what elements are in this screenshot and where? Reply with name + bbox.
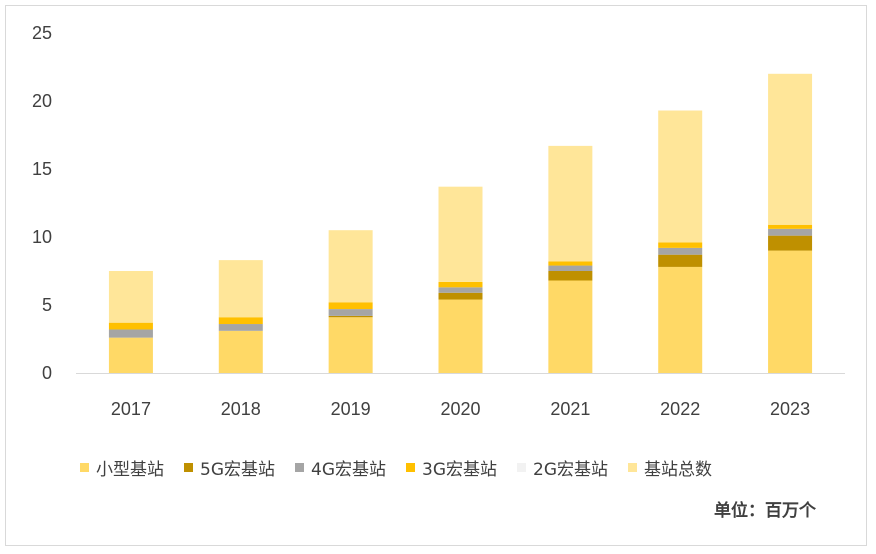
- bar-segment: [328, 317, 373, 373]
- bar-segment: [658, 254, 703, 267]
- bar-segment: [108, 271, 153, 323]
- bar-segment: [438, 299, 483, 373]
- y-tick-label: 20: [32, 91, 52, 111]
- bar-segment: [108, 322, 153, 330]
- x-tick-label: 2023: [770, 399, 810, 419]
- legend-item: 4G宏基站: [295, 455, 386, 480]
- legend-label: 3G宏基站: [422, 459, 497, 480]
- legend-swatch: [628, 462, 637, 472]
- legend-item: 小型基站: [80, 455, 164, 480]
- x-tick-label: 2018: [221, 399, 261, 419]
- bar-segment: [768, 235, 813, 251]
- legend-label: 4G宏基站: [311, 459, 386, 480]
- y-tick-label: 0: [42, 363, 52, 383]
- legend-item: 基站总数: [628, 455, 712, 480]
- legend-item: 2G宏基站: [517, 455, 608, 480]
- x-tick-label: 2021: [550, 399, 590, 419]
- x-axis-ticks: 2017 2018 2019 2020 2021 2022 2023: [111, 399, 810, 419]
- x-tick-label: 2017: [111, 399, 151, 419]
- bar-segment: [438, 281, 483, 288]
- legend-label: 基站总数: [644, 459, 712, 480]
- bar-segment: [658, 266, 703, 373]
- legend-swatch: [80, 462, 89, 472]
- bar-stacks: [108, 73, 813, 373]
- bar-segment: [218, 317, 263, 325]
- bar-segment: [218, 324, 263, 331]
- bar-segment: [108, 329, 153, 338]
- bar-segment: [328, 315, 373, 318]
- unit-label: 单位：百万个: [714, 501, 816, 521]
- legend-label: 2G宏基站: [533, 459, 608, 480]
- legend-item: 3G宏基站: [406, 455, 497, 480]
- bar-segment: [438, 292, 483, 300]
- bar-segment: [658, 110, 703, 243]
- x-tick-label: 2020: [440, 399, 480, 419]
- bar-segment: [658, 247, 703, 255]
- legend: 小型基站 5G宏基站 4G宏基站 3G宏基站 2G宏基站 基站总数: [80, 454, 840, 480]
- bar-segment: [548, 265, 593, 271]
- y-axis-ticks: 0 5 10 15 20 25: [32, 23, 52, 383]
- bar-segment: [328, 230, 373, 303]
- bar-segment: [658, 242, 703, 248]
- y-tick-label: 15: [32, 159, 52, 179]
- bar-segment: [438, 186, 483, 282]
- bar-segment: [108, 337, 153, 373]
- bar-segment: [328, 309, 373, 316]
- y-tick-label: 25: [32, 23, 52, 43]
- bar-segment: [548, 280, 593, 373]
- bar-segment: [768, 73, 813, 225]
- stacked-bar-chart: 0 5 10 15 20 25 2017 2018 2019 2020 2021 2022 2023: [32, 23, 845, 419]
- legend-swatch: [184, 462, 193, 472]
- bar-segment: [328, 302, 373, 310]
- bar-segment: [548, 271, 593, 281]
- legend-item: 5G宏基站: [184, 455, 275, 480]
- bar-segment: [768, 250, 813, 373]
- bar-segment: [438, 287, 483, 293]
- bar-segment: [218, 330, 263, 373]
- legend-swatch: [517, 462, 526, 472]
- y-tick-label: 5: [42, 295, 52, 315]
- legend-swatch: [406, 462, 415, 472]
- bar-segment: [768, 224, 813, 229]
- x-tick-label: 2022: [660, 399, 700, 419]
- bar-segment: [218, 260, 263, 318]
- bar-segment: [548, 261, 593, 266]
- y-tick-label: 10: [32, 227, 52, 247]
- x-tick-label: 2019: [331, 399, 371, 419]
- bar-segment: [768, 228, 813, 236]
- legend-label: 5G宏基站: [200, 459, 275, 480]
- legend-label: 小型基站: [96, 459, 164, 480]
- bar-segment: [548, 145, 593, 262]
- legend-swatch: [295, 462, 304, 472]
